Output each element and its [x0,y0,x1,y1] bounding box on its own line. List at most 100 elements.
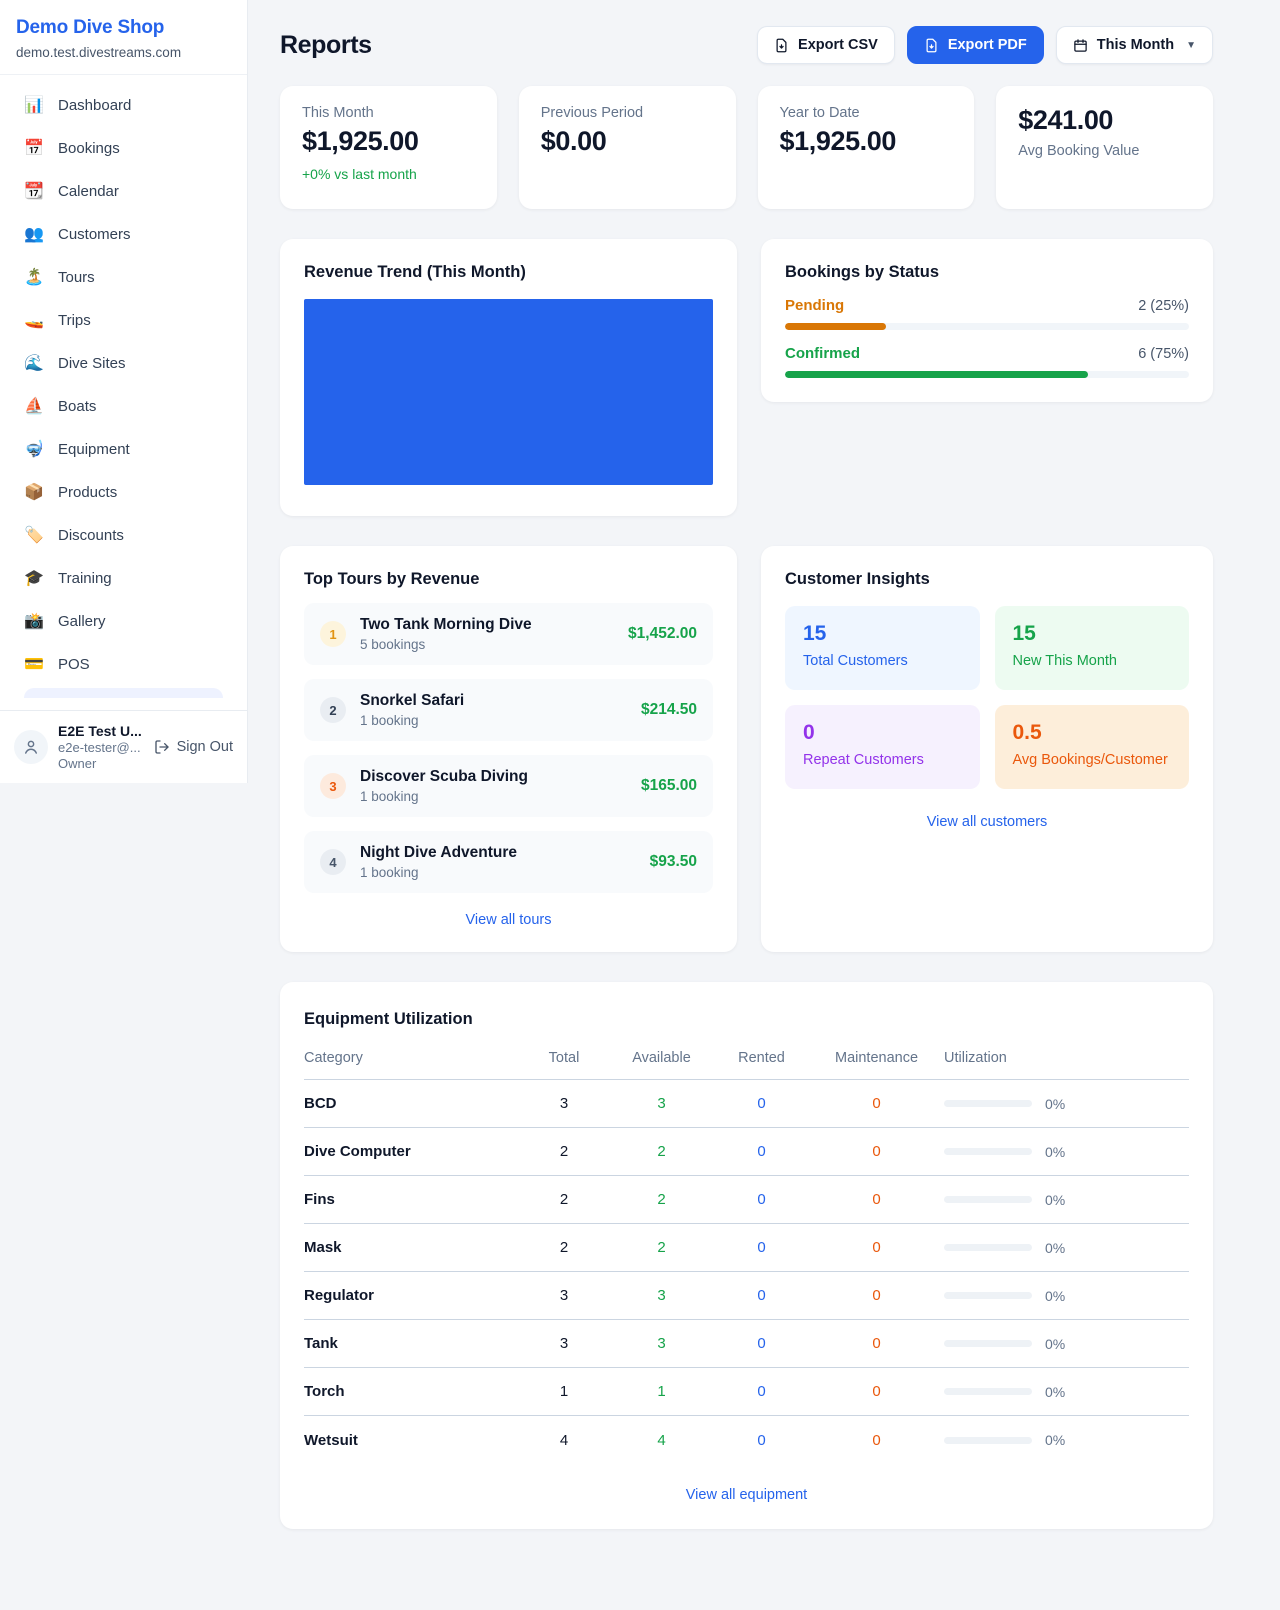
sidebar-nav: 📊 Dashboard 📅 Bookings 📆 Calendar 👥 Customer… [0,75,247,698]
tile-value: 0.5 [1012,721,1042,744]
calendar-icon [1073,38,1088,53]
sidebar-item-boats[interactable]: ⛵ Boats [12,387,235,425]
view-all-equipment-link[interactable]: View all equipment [685,1487,808,1503]
cell-available: 3 [657,1095,666,1112]
stat-value: $1,925.00 [779,126,897,156]
export-pdf-button[interactable]: Export PDF [906,26,1044,64]
user-role: Owner [58,756,97,771]
revenue-bar [304,299,713,485]
cell-available: 2 [657,1191,666,1208]
cell-rented: 0 [757,1095,766,1112]
utilization-bar [944,1148,1032,1155]
stat-label: Year to Date [779,105,860,121]
tour-name: Snorkel Safari [360,692,465,709]
sidebar-item-label: POS [58,655,90,673]
panel-title: Customer Insights [785,570,930,588]
cell-total: 2 [559,1191,569,1208]
sidebar-item-bookings[interactable]: 📅 Bookings [12,129,235,167]
cell-available: 2 [657,1239,666,1256]
rank-badge: 2 [320,697,346,723]
view-all-tours-link[interactable]: View all tours [465,912,552,928]
sidebar-item-discounts[interactable]: 🏷️ Discounts [12,516,235,554]
cell-rented: 0 [757,1431,766,1449]
sidebar-item-label: Bookings [58,139,120,157]
wave-icon: 🌊 [24,355,44,372]
utilization-label: 0% [1045,1143,1066,1160]
sidebar-item-calendar[interactable]: 📆 Calendar [12,172,235,210]
sidebar-item-trips[interactable]: 🚤 Trips [12,301,235,339]
bookings-by-status-panel: Bookings by Status Pending 2 (25%) Confi… [761,239,1213,402]
stat-label: This Month [302,105,374,121]
status-value: 6 (75%) [1138,346,1189,362]
sidebar-item-tours[interactable]: 🏝️ Tours [12,258,235,296]
calendar-icon: 📅 [24,140,44,157]
cell-total: 3 [559,1287,569,1304]
sidebar-item-gallery[interactable]: 📸 Gallery [12,602,235,640]
rank-badge: 1 [320,621,346,647]
person-icon [25,740,37,754]
cell-utilization: 0% [944,1288,1189,1304]
table-row: Regulator 3 3 0 0 0% [304,1272,1189,1320]
cell-total: 4 [559,1431,569,1449]
sidebar-item-label: Boats [58,397,97,415]
utilization-bar [944,1196,1032,1203]
column-header: Total [548,1050,580,1066]
sidebar-item-customers[interactable]: 👥 Customers [12,215,235,253]
sidebar-item-dive-sites[interactable]: 🌊 Dive Sites [12,344,235,382]
sidebar-item-equipment[interactable]: 🤿 Equipment [12,430,235,468]
tour-name: Night Dive Adventure [360,844,518,861]
revenue-trend-panel: Revenue Trend (This Month) [280,239,737,516]
period-dropdown[interactable]: This Month ▼ [1055,26,1213,64]
panel-title: Top Tours by Revenue [304,570,480,588]
sidebar-item-label: Customers [58,225,131,243]
sidebar-item-training[interactable]: 🎓 Training [12,559,235,597]
status-label: Confirmed [785,345,860,362]
status-row-confirmed: Confirmed 6 (75%) [785,345,1189,378]
user-email: e2e-tester@... [58,740,141,755]
tour-amount: $214.50 [640,701,697,718]
sidebar-item-pos[interactable]: 💳 POS [12,645,235,683]
utilization-bar [944,1388,1032,1395]
graduation-cap-icon: 🎓 [24,570,44,587]
utilization-label: 0% [1045,1287,1066,1304]
sidebar-item-products[interactable]: 📦 Products [12,473,235,511]
list-item: 3 Discover Scuba Diving 1 booking $165.0… [304,755,713,817]
tour-name: Discover Scuba Diving [360,768,528,785]
tile-label: Avg Bookings/Customer [1012,752,1168,768]
cell-available: 4 [657,1431,666,1449]
tour-bookings: 1 booking [360,789,419,804]
page-header: Reports Export CSV Export PDF This Month… [280,26,1213,64]
package-icon: 📦 [24,484,44,501]
stat-label: Previous Period [540,105,644,121]
tile-total-customers: 15 Total Customers [785,606,980,690]
cell-utilization: 0% [944,1144,1189,1160]
equipment-utilization-panel: Equipment Utilization Category Total Ava… [280,982,1213,1529]
sign-out-button[interactable]: Sign Out [154,739,233,755]
sidebar-item-dashboard[interactable]: 📊 Dashboard [12,86,235,124]
cell-maintenance: 0 [872,1143,881,1160]
sailboat-icon: ⛵ [24,398,44,415]
utilization-label: 0% [1045,1095,1066,1112]
stat-cards: This Month $1,925.00 +0% vs last month P… [280,86,1213,209]
view-all-customers-link[interactable]: View all customers [926,814,1048,830]
equipment-table: Category Total Available Rented Maintena… [304,1050,1189,1464]
column-header: Available [632,1050,691,1066]
cell-utilization: 0% [944,1240,1189,1256]
tile-label: Repeat Customers [803,752,924,768]
utilization-label: 0% [1045,1335,1066,1352]
export-csv-button[interactable]: Export CSV [757,26,895,64]
tile-value: 15 [1012,622,1036,645]
revenue-trend-chart [304,299,713,485]
cell-maintenance: 0 [872,1239,881,1256]
sidebar-item-label: Trips [58,311,91,329]
cell-available: 2 [657,1143,666,1160]
cell-available: 3 [657,1335,666,1352]
sidebar-item-label: Dive Sites [58,354,126,372]
list-item: 2 Snorkel Safari 1 booking $214.50 [304,679,713,741]
cell-total: 3 [559,1095,569,1112]
sidebar-item-selected-partial[interactable] [24,688,223,698]
avatar [14,730,48,764]
tour-bookings: 1 booking [360,713,419,728]
file-download-icon [924,38,939,53]
tour-bookings: 1 booking [360,865,419,880]
